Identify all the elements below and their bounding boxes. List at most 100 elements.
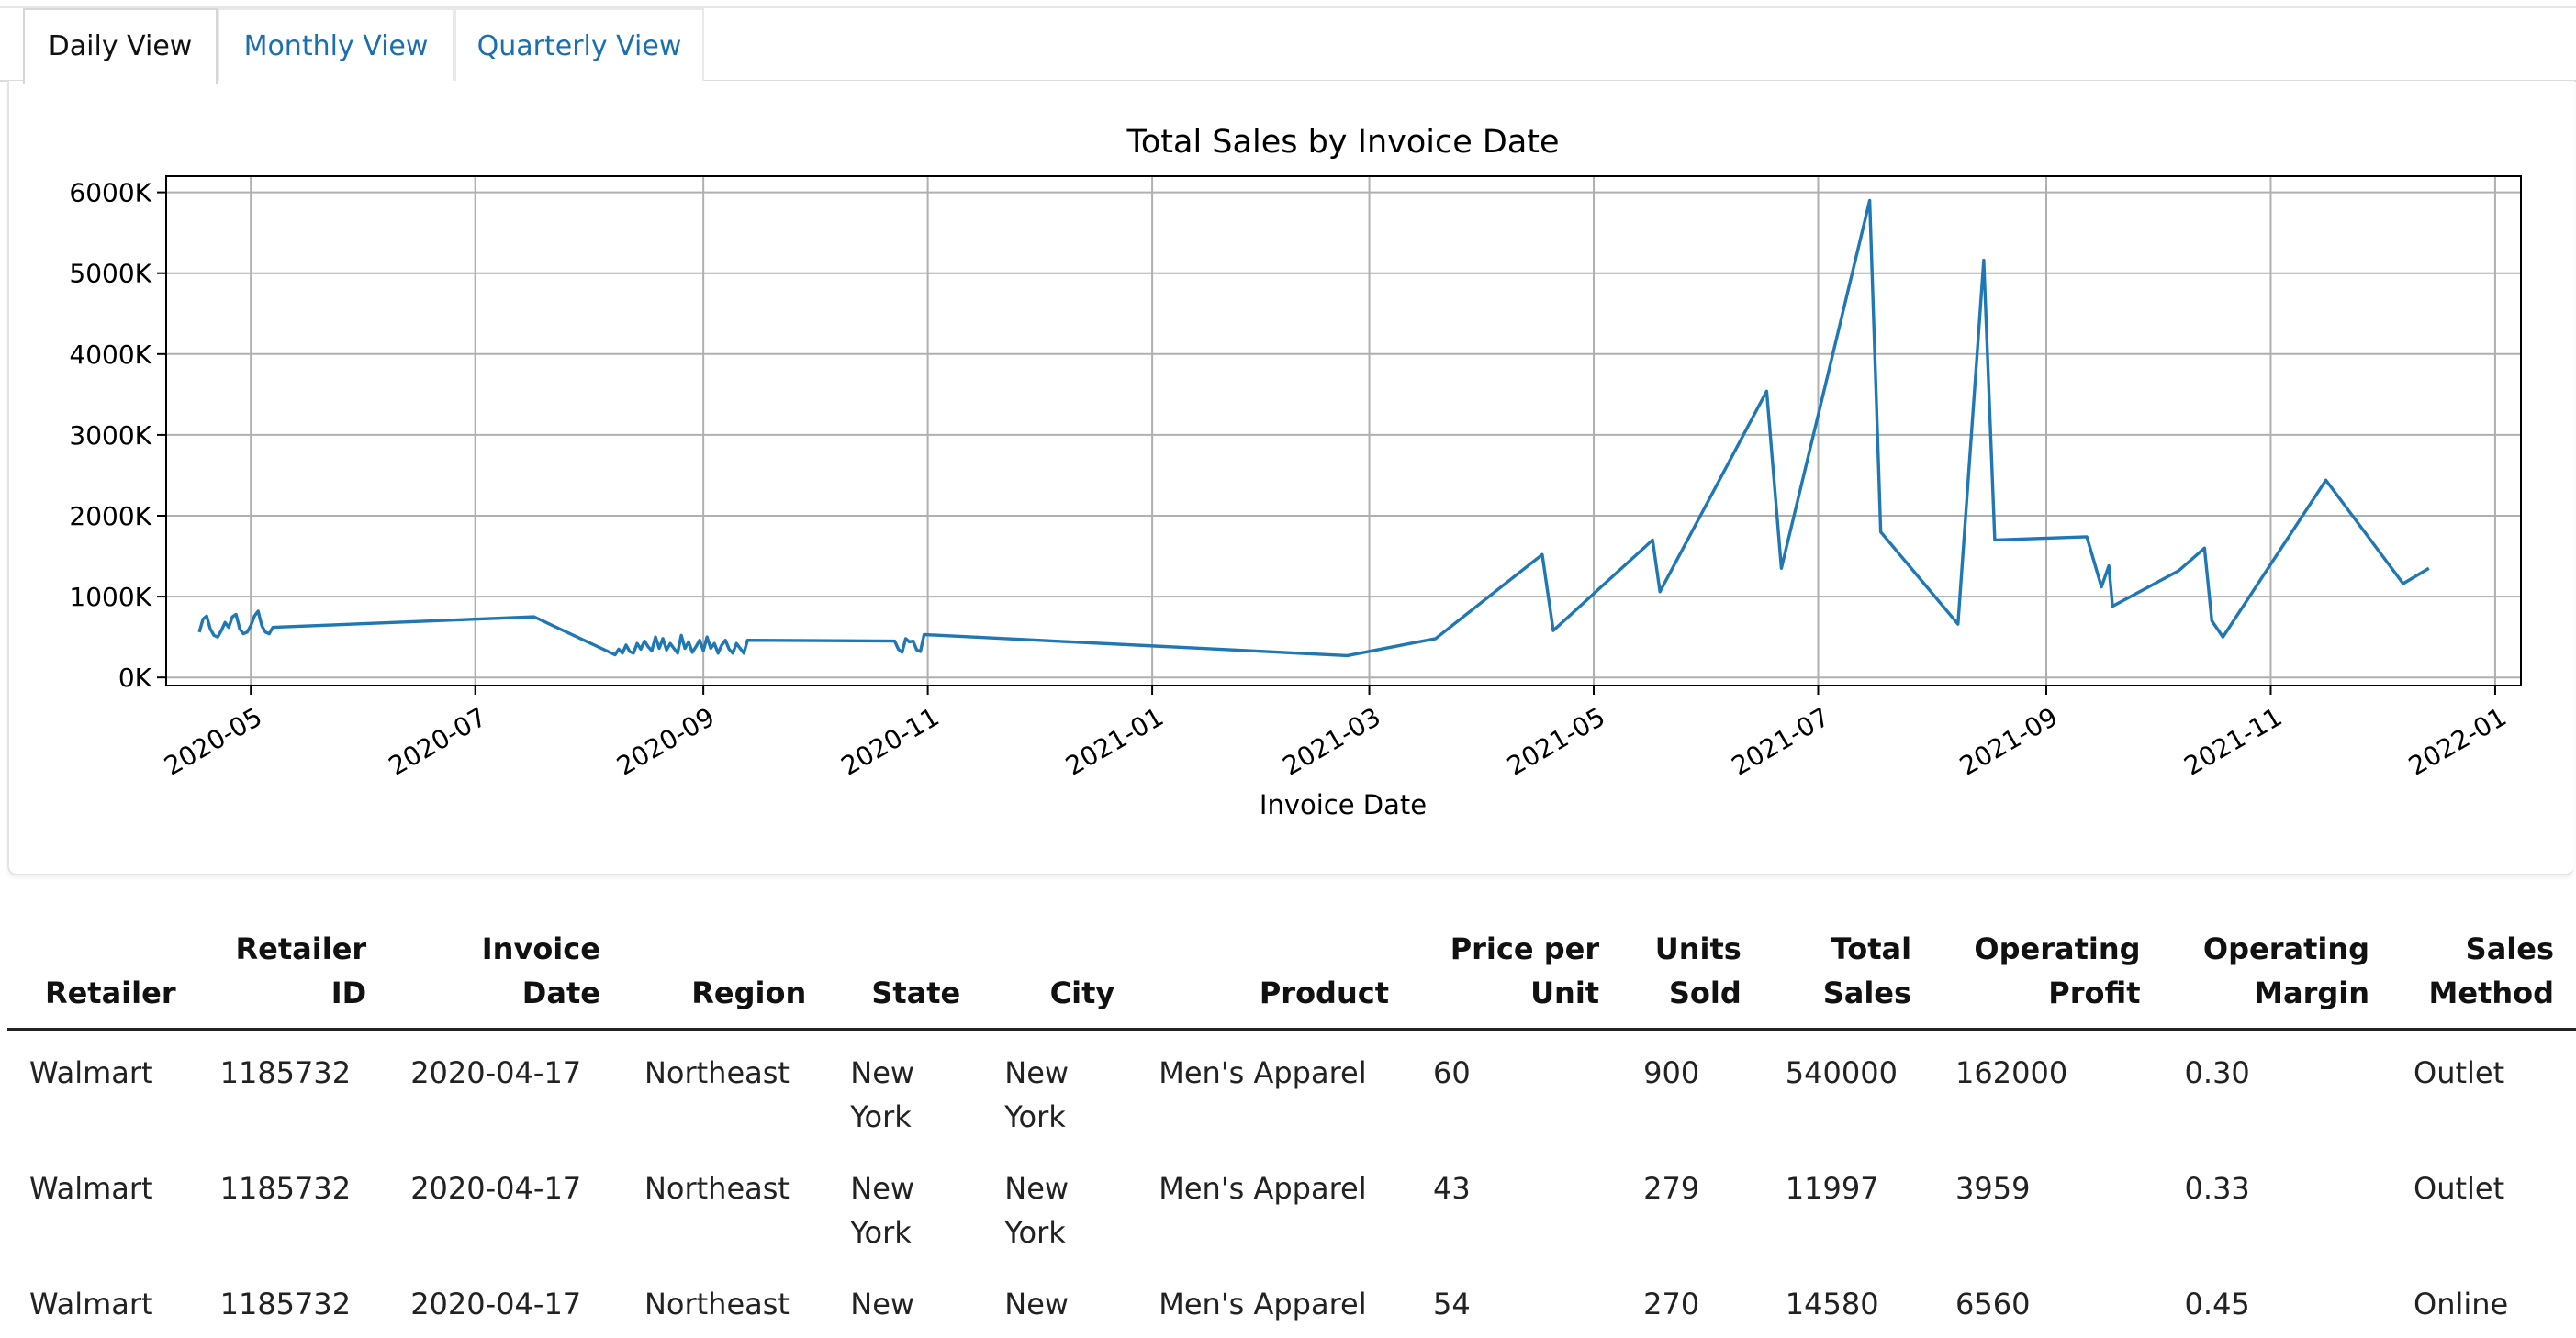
column-header-line: Retailer	[235, 931, 367, 966]
table-row: Walmart 1185732 2020-04-17 Northeast New New M…	[7, 1262, 2576, 1333]
column-header: Operating Margin	[2162, 918, 2392, 1031]
column-header-line: State	[871, 976, 961, 1010]
column-header-line: Sales	[1822, 976, 1912, 1010]
x-tick-label: 2021-11	[2179, 701, 2288, 781]
table-cell: 2020-04-17	[410, 1171, 582, 1206]
x-tick-label: 2021-03	[1278, 701, 1386, 781]
y-tick-label: 2000K	[69, 501, 151, 531]
column-header: State	[828, 918, 983, 1031]
column-header-line	[1004, 927, 1114, 971]
table-cell: 54	[1433, 1287, 1471, 1321]
column-header-line: Region	[691, 976, 807, 1010]
table-cell: 3959	[1955, 1171, 2031, 1206]
table-cell: 1185732	[219, 1171, 352, 1206]
table-cell: New York	[850, 1055, 915, 1134]
column-header: Operating Profit	[1933, 918, 2163, 1031]
x-tick-label: 2022-01	[2403, 701, 2512, 781]
column-header: Total Sales	[1763, 918, 1934, 1031]
table-cell: Northeast	[644, 1287, 790, 1321]
column-header: Price per Unit	[1411, 918, 1622, 1031]
y-tick-label: 4000K	[69, 340, 151, 370]
table-cell: 1185732	[219, 1055, 352, 1090]
y-tick-label: 1000K	[69, 582, 151, 612]
column-header: Units Sold	[1621, 918, 1764, 1031]
column-header-line: Method	[2428, 976, 2554, 1010]
y-tick-label: 0K	[118, 663, 152, 693]
sales-line-chart: Total Sales by Invoice Date 0K 1000K 2000K…	[69, 124, 2522, 820]
x-axis-ticks: 2020-05 2020-07 2020-09 2020-11 2021-01 2021-…	[159, 686, 2512, 782]
table-row: Walmart 1185732 2020-04-17 Northeast New Yor…	[7, 1030, 2576, 1147]
table-cell: 11997	[1785, 1171, 1879, 1206]
table-cell: 60	[1433, 1055, 1471, 1090]
x-tick-label: 2021-01	[1060, 701, 1169, 781]
table-cell: Northeast	[644, 1055, 790, 1090]
table-cell: Walmart	[29, 1171, 153, 1206]
x-tick-label: 2021-05	[1502, 701, 1610, 781]
column-header-line	[644, 927, 806, 971]
plot-area-frame	[165, 175, 2522, 686]
table-cell: New York	[1004, 1171, 1070, 1250]
table-row: Walmart 1185732 2020-04-17 Northeast New Yor…	[7, 1146, 2576, 1262]
column-header: City	[982, 918, 1137, 1031]
chart-gridlines	[166, 176, 2521, 686]
table-cell: Men's Apparel	[1159, 1171, 1367, 1206]
table-cell: Outlet	[2414, 1055, 2505, 1090]
column-header-line: Total	[1831, 931, 1912, 966]
table-cell: 43	[1433, 1171, 1471, 1206]
tab-bar-top-border	[0, 6, 2576, 8]
table-cell: Northeast	[644, 1171, 790, 1206]
column-header: Product	[1137, 918, 1411, 1031]
table-body: Walmart 1185732 2020-04-17 Northeast New Yor…	[7, 1030, 2576, 1334]
column-header-line: Invoice	[481, 931, 600, 966]
column-header: Region	[622, 918, 829, 1031]
table-cell: 0.45	[2184, 1287, 2250, 1321]
table-cell: Online	[2414, 1287, 2509, 1321]
column-header-line	[850, 927, 960, 971]
x-tick-label: 2021-09	[1954, 701, 2063, 781]
column-header-line: Sold	[1668, 976, 1742, 1010]
column-header: Retailer	[7, 918, 198, 1031]
table-cell: Men's Apparel	[1159, 1287, 1367, 1321]
table-cell: 0.33	[2184, 1171, 2250, 1206]
column-header-line: Date	[521, 976, 600, 1010]
chart-panel	[7, 81, 2574, 875]
table-cell: New	[850, 1287, 915, 1321]
table-cell: Outlet	[2414, 1171, 2505, 1206]
column-header-line: Units	[1654, 931, 1742, 966]
column-header: Invoice Date	[388, 918, 622, 1031]
table-header-row: Retailer Retailer ID Invoice Date Region Sta…	[7, 918, 2576, 1031]
table-cell: New York	[1004, 1055, 1070, 1134]
table-header: Retailer Retailer ID Invoice Date Region Sta…	[7, 918, 2576, 1031]
table-cell: 2020-04-17	[410, 1055, 582, 1090]
x-axis-label: Invoice Date	[1260, 789, 1427, 820]
column-header-line: Price per	[1450, 931, 1600, 966]
view-tabs: Daily View Monthly View Quarterly View	[0, 0, 2576, 84]
column-header: Retailer ID	[197, 918, 389, 1031]
y-tick-label: 6000K	[69, 178, 151, 208]
x-tick-label: 2020-07	[384, 701, 492, 781]
sales-table: Retailer Retailer ID Invoice Date Region Sta…	[7, 918, 2576, 1333]
column-header-line: Profit	[2048, 976, 2141, 1010]
column-header-line: Margin	[2254, 976, 2370, 1010]
column-header-line: Operating	[1974, 931, 2141, 966]
table-cell: 540000	[1785, 1055, 1898, 1090]
series-line	[197, 198, 2430, 658]
table-cell: Walmart	[29, 1287, 153, 1321]
chart-series	[197, 198, 2430, 658]
x-tick-label: 2021-07	[1727, 701, 1835, 781]
table-cell: 2020-04-17	[410, 1287, 582, 1321]
x-tick-label: 2020-11	[836, 701, 945, 781]
y-tick-label: 5000K	[69, 259, 151, 289]
tab-daily-view[interactable]: Daily View	[23, 8, 218, 84]
table-cell: 6560	[1955, 1287, 2031, 1321]
table-cell: 14580	[1785, 1287, 1879, 1321]
tab-monthly-view[interactable]: Monthly View	[218, 8, 454, 82]
table-cell: New	[1004, 1287, 1070, 1321]
tab-quarterly-view[interactable]: Quarterly View	[454, 8, 704, 82]
column-header-line	[1159, 927, 1389, 971]
table-cell: 279	[1643, 1171, 1700, 1206]
column-header-line: Retailer	[44, 976, 176, 1010]
y-axis-ticks: 0K 1000K 2000K 3000K 4000K 5000K 6000K	[69, 178, 166, 693]
column-header-line: City	[1049, 976, 1115, 1010]
